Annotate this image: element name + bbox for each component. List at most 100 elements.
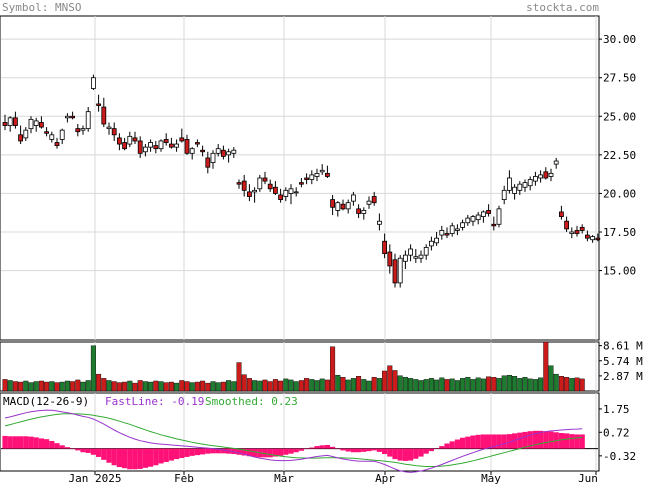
candle-body: [65, 115, 70, 119]
volume-bar: [512, 376, 518, 392]
date-tick-label: Jun: [578, 472, 598, 485]
date-tick-label: Feb: [174, 472, 194, 485]
volume-bar: [402, 377, 408, 392]
candle-body: [70, 115, 75, 119]
macd-hist-bar: [564, 433, 570, 449]
macd-hist-bar: [324, 444, 330, 449]
candle-body: [117, 137, 122, 145]
volume-bar: [7, 380, 13, 392]
volume-bar: [59, 381, 65, 392]
macd-hist-bar: [413, 448, 419, 459]
macd-hist-bar: [319, 445, 325, 449]
date-axis: Jan 2025 Feb Mar Apr May Jun: [69, 471, 598, 485]
candle-body: [366, 200, 372, 205]
volume-bar: [475, 377, 481, 392]
candle-body: [80, 128, 86, 131]
site-link[interactable]: stockta.com: [526, 1, 599, 14]
volume-bar: [64, 380, 70, 392]
macd-hist-bar: [408, 448, 414, 461]
candle-body: [236, 182, 242, 185]
volume-bar: [205, 382, 211, 392]
volume-bar: [522, 377, 528, 392]
macd-hist-bar: [480, 434, 486, 449]
volume-bar: [267, 381, 273, 392]
macd-hist-bar: [122, 448, 128, 469]
volume-bar: [132, 382, 138, 392]
macd-hist-bar: [2, 435, 8, 449]
volume-bar: [210, 381, 216, 392]
candle-body: [288, 188, 294, 194]
macd-tick-label: -0.32: [603, 450, 636, 463]
candle-body: [184, 139, 190, 154]
candle-body: [392, 259, 398, 284]
candle-body: [226, 151, 232, 156]
volume-bar: [288, 379, 294, 392]
macd-hist-bar: [314, 446, 320, 449]
macd-hist-bar: [132, 448, 138, 470]
candle-body: [460, 222, 466, 228]
macd-fastline-label: FastLine: -0.19: [105, 395, 204, 408]
candle-body: [304, 177, 310, 180]
price-tick-label: 27.50: [603, 72, 636, 85]
macd-hist-bar: [397, 448, 403, 461]
candle-body: [28, 118, 34, 130]
price-tick-label: 25.00: [603, 110, 636, 123]
volume-bar: [298, 380, 304, 392]
volume-bar: [569, 378, 575, 392]
candle-body: [12, 117, 18, 126]
volume-bar: [101, 378, 107, 392]
macd-hist-bar: [174, 448, 180, 460]
volume-bar: [278, 380, 284, 392]
candle-body: [23, 129, 29, 139]
macd-hist-bar: [85, 448, 91, 453]
macd-hist-bar: [288, 448, 294, 454]
price-tick-label: 15.00: [603, 265, 636, 278]
macd-hist-bar: [278, 448, 284, 456]
macd-tick-label: 1.75: [603, 403, 630, 416]
volume-bar: [350, 378, 356, 392]
candle-body: [491, 223, 497, 227]
candle-body: [533, 176, 538, 182]
candle-body: [548, 172, 554, 177]
candle-body: [590, 236, 595, 241]
volume-bar: [428, 378, 434, 392]
candle-body: [59, 129, 65, 140]
macd-histogram: [2, 430, 585, 470]
macd-hist-bar: [18, 436, 24, 449]
price-panel: [0, 15, 600, 341]
volume-bar: [231, 381, 237, 392]
macd-hist-bar: [522, 431, 528, 449]
candlesticks: [2, 74, 601, 288]
macd-hist-bar: [59, 445, 65, 449]
volume-bar: [75, 379, 81, 392]
macd-smoothed-line: [4, 413, 583, 467]
candle-body: [194, 142, 200, 145]
volume-bar: [434, 379, 440, 392]
candle-body: [283, 189, 289, 197]
candle-body: [96, 103, 101, 106]
candle-body: [350, 194, 356, 202]
macd-hist-bar: [517, 432, 523, 449]
volume-bar: [49, 381, 55, 392]
candle-body: [371, 196, 377, 204]
macd-hist-bar: [444, 443, 450, 449]
macd-hist-bar: [382, 448, 388, 455]
macd-hist-bar: [512, 433, 518, 449]
volume-bars: [2, 341, 585, 392]
macd-tick-label: 0.72: [603, 426, 630, 439]
candle-body: [215, 148, 221, 154]
macd-hist-bar: [283, 448, 289, 455]
price-tick-label: 17.50: [603, 226, 636, 239]
volume-bar: [174, 382, 180, 392]
macd-fast-line: [4, 409, 583, 473]
price-tick-label: 30.00: [603, 33, 636, 46]
candle-body: [18, 134, 24, 142]
candle-body: [142, 146, 148, 153]
macd-hist-bar: [70, 448, 76, 450]
volume-bar: [548, 365, 554, 392]
volume-bar: [168, 381, 174, 392]
volume-bar: [90, 345, 96, 392]
macd-hist-bar: [236, 448, 242, 455]
volume-bar: [106, 380, 112, 392]
volume-bar: [465, 377, 471, 392]
